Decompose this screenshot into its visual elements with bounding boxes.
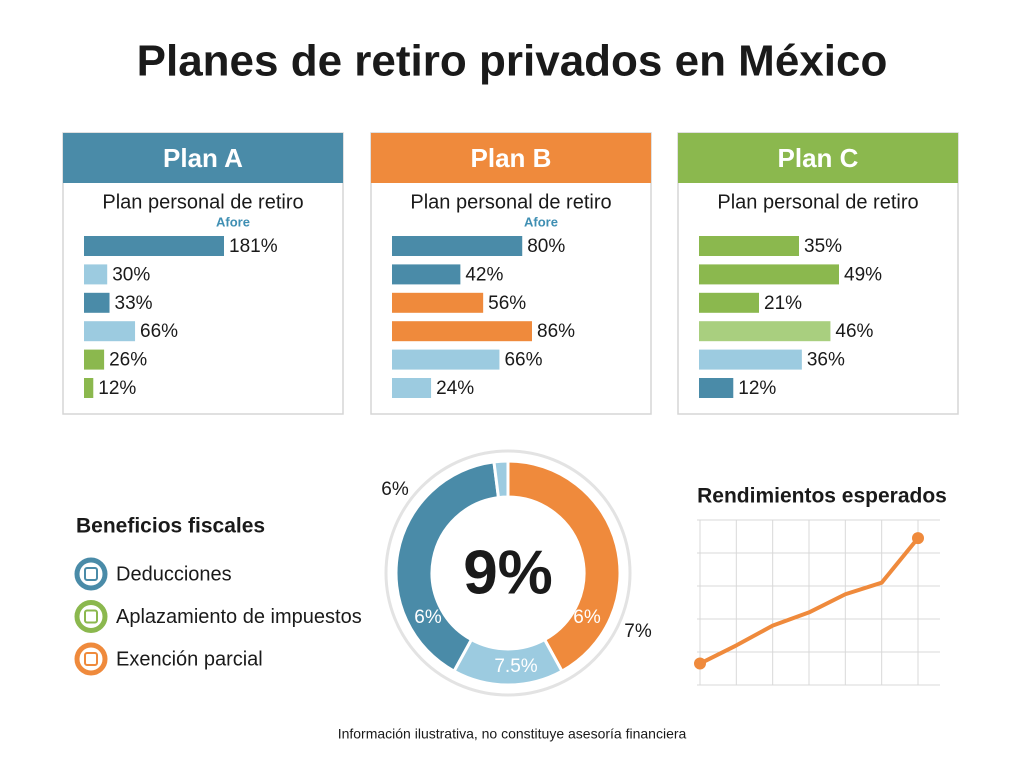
bar-value-label: 26% — [109, 350, 147, 371]
plan-subtitle: Plan personal de retiro — [717, 191, 918, 213]
bar — [84, 264, 108, 285]
bar — [699, 378, 734, 398]
donut-segment — [492, 459, 510, 500]
bar-value-label: 86% — [537, 321, 575, 342]
bar-value-label: 21% — [764, 293, 802, 314]
donut-center-label: 9% — [463, 538, 553, 607]
bar-value-label: 49% — [844, 264, 882, 285]
bar — [84, 236, 224, 256]
bar-value-label: 30% — [112, 264, 150, 285]
footer-note: Información ilustrativa, no constituye a… — [338, 726, 687, 742]
bar-value-label: 12% — [738, 378, 776, 399]
bar — [392, 349, 500, 370]
plan-subtitle: Plan personal de retiro — [102, 191, 303, 213]
bar — [84, 378, 94, 398]
page-title: Planes de retiro privados en México — [137, 37, 888, 86]
plan-tag: Afore — [216, 214, 250, 229]
benefits-title: Beneficios fiscales — [76, 515, 265, 538]
benefit-icon-glyph — [84, 567, 98, 581]
benefit-icon-glyph — [84, 652, 98, 666]
bar — [699, 264, 839, 285]
donut-annotation: 6% — [573, 607, 601, 628]
bar — [84, 349, 105, 370]
benefit-label: Deducciones — [116, 563, 232, 585]
bar — [699, 292, 759, 313]
bar — [392, 378, 432, 398]
bar — [699, 321, 831, 342]
bar-value-label: 42% — [465, 264, 503, 285]
bar-value-label: 66% — [140, 321, 178, 342]
donut-segment — [506, 459, 622, 674]
plan-tag: Afore — [524, 214, 558, 229]
bar — [392, 292, 484, 313]
bar — [699, 349, 802, 370]
bar-value-label: 24% — [436, 378, 474, 399]
bar-value-label: 66% — [504, 350, 542, 371]
benefit-icon — [74, 642, 108, 676]
line-series — [699, 536, 920, 666]
plan-header — [63, 133, 343, 183]
bar-value-label: 36% — [807, 350, 845, 371]
benefit-icon — [74, 600, 108, 633]
benefit-icon-glyph — [84, 609, 98, 624]
bar — [699, 236, 799, 256]
donut-annotation: 7.5% — [494, 656, 537, 677]
line-end-point — [694, 657, 706, 670]
donut-annotation: 6% — [414, 607, 442, 628]
plan-header — [371, 133, 651, 183]
donut-segment — [394, 460, 501, 674]
bar-value-label: 80% — [527, 236, 565, 257]
donut-ring — [384, 449, 632, 697]
benefit-label: Aplazamiento de impuestos — [116, 606, 362, 628]
bar — [392, 321, 532, 342]
line-chart-title: Rendimientos esperados — [697, 485, 947, 508]
bar-value-label: 56% — [488, 293, 526, 314]
bar — [392, 236, 523, 256]
plan-name: Plan B — [471, 143, 552, 173]
plan-subtitle: Plan personal de retiro — [410, 191, 611, 213]
donut-annotation: 6% — [381, 479, 409, 500]
benefit-icon — [74, 557, 108, 591]
benefit-label: Exención parcial — [116, 648, 263, 670]
bar — [392, 264, 461, 285]
donut-annotation: 7% — [624, 621, 652, 642]
bar-value-label: 46% — [835, 321, 873, 342]
plan-name: Plan A — [163, 143, 243, 173]
bar-value-label: 12% — [98, 378, 136, 399]
bar-value-label: 33% — [115, 293, 153, 314]
bar — [84, 292, 110, 313]
plan-name: Plan C — [778, 143, 859, 173]
bar — [84, 321, 136, 342]
bar-value-label: 181% — [229, 236, 278, 257]
plan-header — [678, 133, 958, 183]
line-end-point — [912, 532, 924, 545]
bar-value-label: 35% — [804, 236, 842, 257]
